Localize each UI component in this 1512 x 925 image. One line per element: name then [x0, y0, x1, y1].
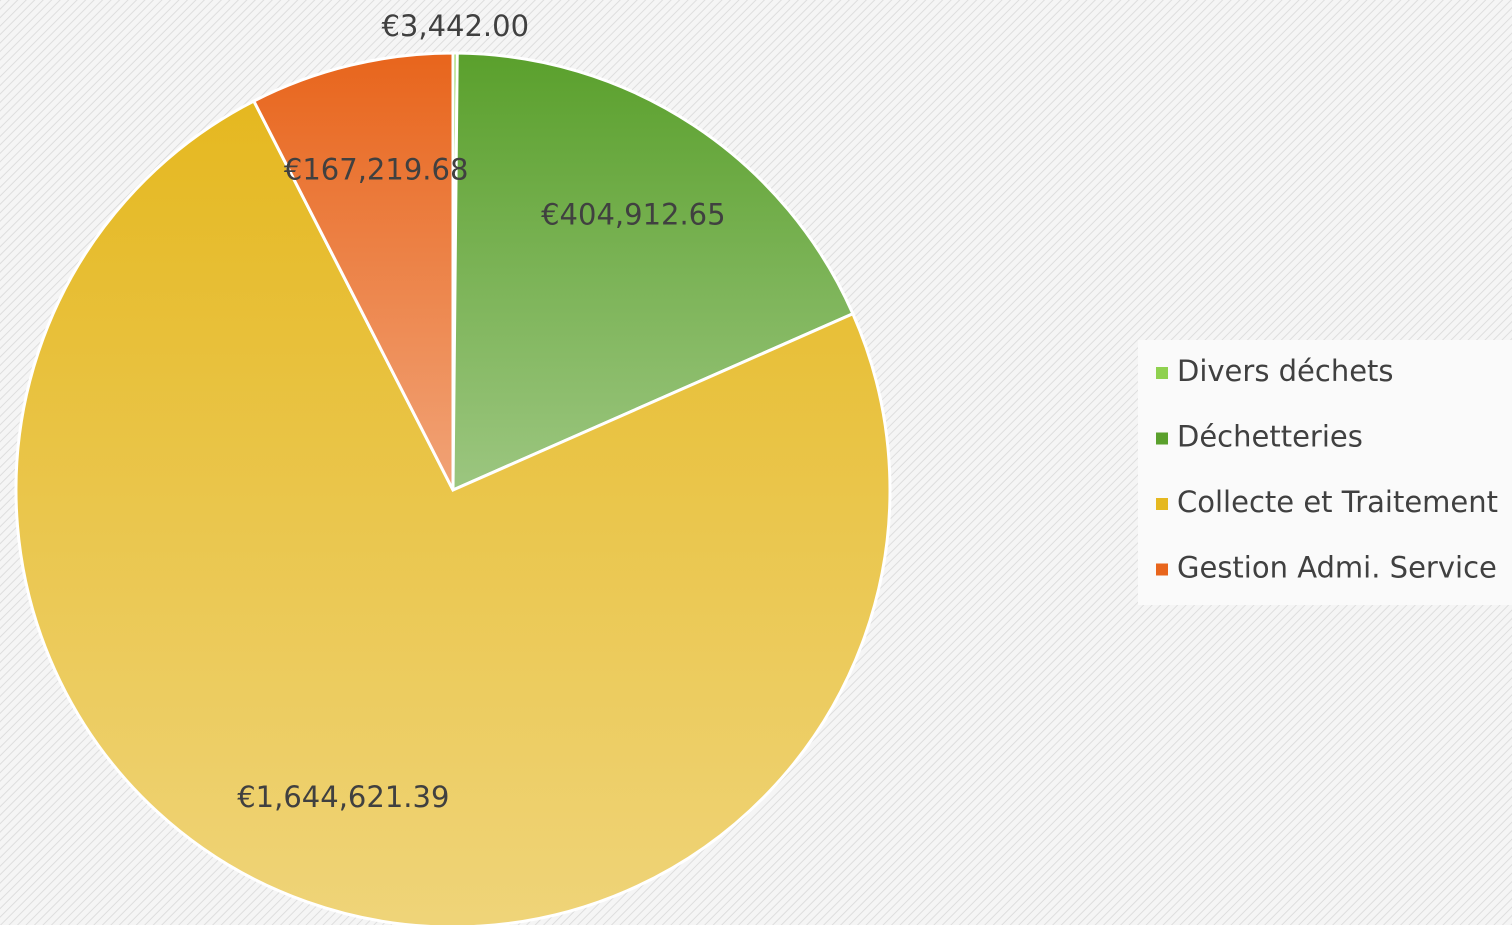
legend: Divers déchets Déchetteries Collecte et Tr… — [1156, 354, 1498, 585]
legend-marker — [1156, 367, 1168, 379]
legend-label: Collecte et Traitement — [1177, 485, 1498, 519]
pie-slice — [451, 51, 855, 493]
legend-marker — [1156, 498, 1168, 510]
data-label: €3,442.00 — [381, 9, 529, 43]
pie: €3,442.00 €404,912.65 €1,644,621.39 €167,21… — [14, 9, 892, 925]
legend-label: Gestion Admi. Service — [1177, 551, 1497, 585]
legend-marker — [1156, 563, 1168, 576]
legend-box — [1138, 340, 1512, 605]
data-label: €404,912.65 — [541, 197, 726, 231]
legend-label: Divers déchets — [1177, 354, 1394, 388]
pie-slice — [14, 99, 892, 925]
data-label: €167,219.68 — [284, 152, 469, 186]
legend-marker — [1156, 432, 1168, 445]
data-label: €1,644,621.39 — [237, 780, 449, 814]
pie-slice — [251, 51, 455, 491]
legend-label: Déchetteries — [1177, 420, 1363, 454]
